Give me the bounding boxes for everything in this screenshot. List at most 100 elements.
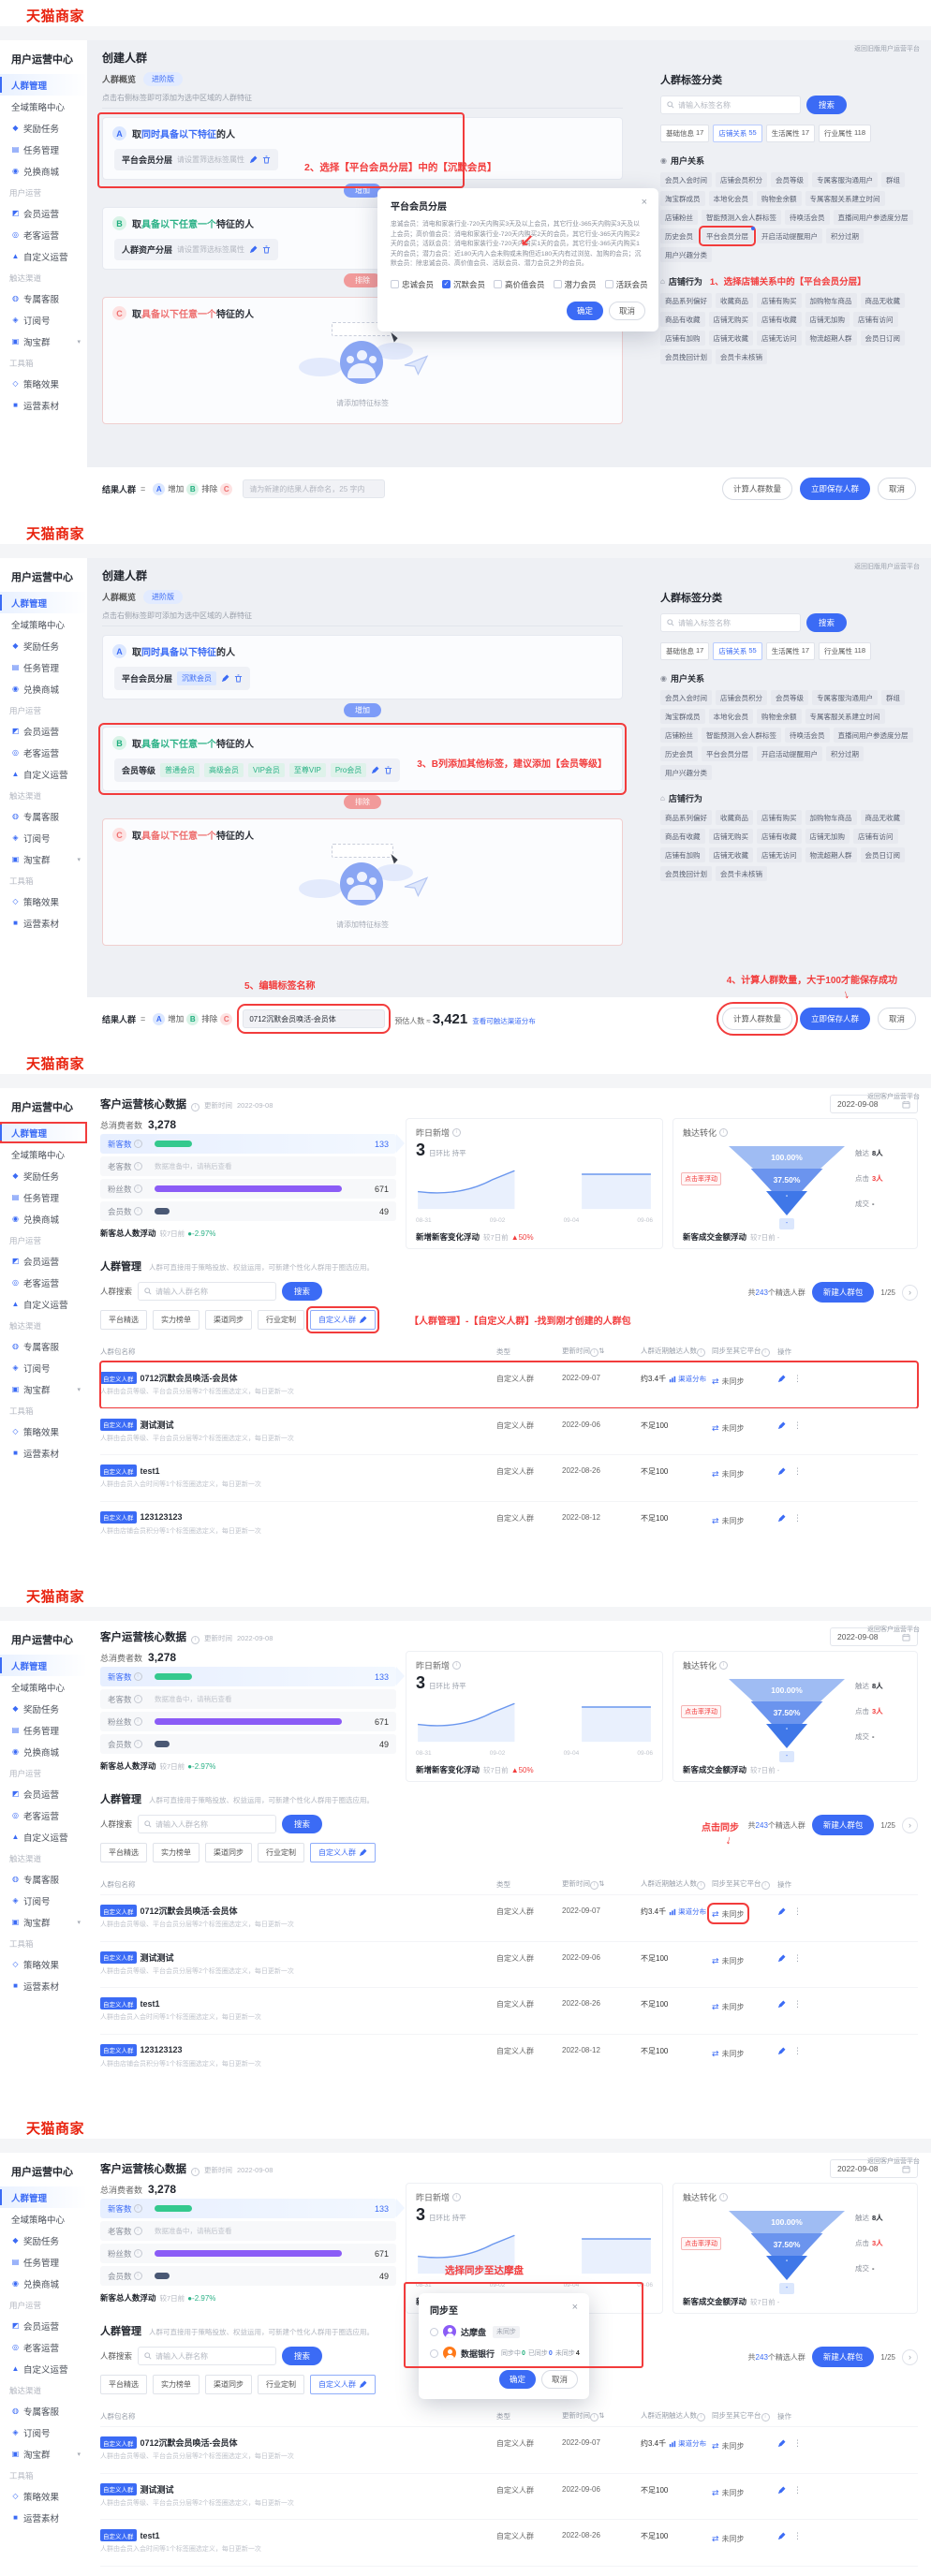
more-icon[interactable]: ⋮ xyxy=(793,1374,802,1383)
tag-item[interactable]: 收藏商品 xyxy=(716,810,753,825)
tag-item[interactable]: 会员挽回计划 xyxy=(660,866,712,881)
crowd-tab-2[interactable]: 渠道同步 xyxy=(205,2375,252,2394)
sidebar-item-3[interactable]: ▤ 任务管理 xyxy=(0,1719,87,1741)
tag-tab-2[interactable]: 生活属性 17 xyxy=(765,642,816,660)
tag-item[interactable]: 待唤活会员 xyxy=(785,728,830,743)
tag-item[interactable]: 会员日订阅 xyxy=(860,331,905,346)
sidebar-item-8[interactable]: ▲ 自定义运营 xyxy=(0,763,87,785)
edit-icon[interactable] xyxy=(777,1907,786,1916)
tag-item[interactable]: 购物金余额 xyxy=(757,191,802,206)
sidebar-item-10[interactable]: ◍ 专属客服 xyxy=(0,2400,87,2421)
checkbox-option-4[interactable]: 活跃会员 xyxy=(604,279,648,290)
tag-tab-3[interactable]: 行业属性 118 xyxy=(819,125,871,142)
sidebar-item-6[interactable]: ◩ 会员运营 xyxy=(0,202,87,224)
metric-row-3[interactable]: 会员数 i 49 xyxy=(100,1201,396,1221)
checkbox-icon[interactable]: ✓ xyxy=(442,280,451,289)
pencil-icon[interactable] xyxy=(249,245,258,254)
sidebar-item-15[interactable]: ■ 运营素材 xyxy=(0,1442,87,1464)
sidebar-item-2[interactable]: ◆ 奖励任务 xyxy=(0,117,87,139)
tag-item[interactable]: 店铺有购买 xyxy=(757,293,802,308)
cancel-button[interactable]: 取消 xyxy=(540,2370,578,2389)
sidebar-item-12[interactable]: ▣ 淘宝群 ▾ xyxy=(0,1911,87,1933)
checkbox-icon[interactable] xyxy=(604,280,613,289)
tag-item[interactable]: 历史会员 xyxy=(660,746,698,761)
metric-row-2[interactable]: 粉丝数 i 671 xyxy=(100,2244,396,2263)
crowd-search-input[interactable]: 请输入人群名称 xyxy=(138,1282,277,1301)
chip-b[interactable]: 人群资产分层 请设置筛选标签属性 xyxy=(114,239,279,260)
sidebar-item-8[interactable]: ▲ 自定义运营 xyxy=(0,1826,87,1847)
tag-item[interactable]: 会员入会时间 xyxy=(660,690,712,705)
calc-crowd-count-button[interactable]: 计算人群数量 xyxy=(716,1002,798,1036)
tag-item[interactable]: 店铺无访问 xyxy=(757,847,802,862)
confirm-button[interactable]: 确定 xyxy=(566,301,603,320)
more-icon[interactable]: ⋮ xyxy=(793,1999,802,2009)
edit-icon[interactable] xyxy=(777,2000,786,2009)
tag-item[interactable]: 会员挽回计划 xyxy=(660,349,712,364)
tag-item[interactable]: 店铺无收藏 xyxy=(708,847,753,862)
tag-search-input[interactable]: 请输入标签名称 xyxy=(660,613,801,632)
tag-item[interactable]: 店铺有访问 xyxy=(853,312,898,327)
sidebar-item-11[interactable]: ◈ 订阅号 xyxy=(0,2421,87,2443)
edit-icon[interactable] xyxy=(777,2532,786,2540)
metric-row-2[interactable]: 粉丝数 i 671 xyxy=(100,1179,396,1199)
tag-item[interactable]: 智能预测入会人群标签 xyxy=(702,728,781,743)
sidebar-item-11[interactable]: ◈ 订阅号 xyxy=(0,1357,87,1378)
sidebar-item-4[interactable]: ◉ 兑换商城 xyxy=(0,2273,87,2294)
tag-tab-2[interactable]: 生活属性 17 xyxy=(765,125,816,142)
crowd-tab-2[interactable]: 渠道同步 xyxy=(205,1310,252,1330)
sidebar-item-14[interactable]: ◇ 策略效果 xyxy=(0,891,87,912)
tag-item[interactable]: 直播间用户参透度分层 xyxy=(833,728,913,743)
more-icon[interactable]: ⋮ xyxy=(793,2531,802,2540)
crowd-search-button[interactable]: 搜索 xyxy=(282,2347,323,2365)
tag-item[interactable]: 积分过期 xyxy=(826,228,864,243)
sidebar-item-6[interactable]: ◩ 会员运营 xyxy=(0,720,87,742)
sidebar-item-12[interactable]: ▣ 淘宝群 ▾ xyxy=(0,331,87,352)
cancel-button[interactable]: 取消 xyxy=(877,1008,916,1030)
tag-search-button[interactable]: 搜索 xyxy=(806,96,848,114)
back-to-old-version-link[interactable]: 返回旧版用户运营平台 xyxy=(854,564,920,570)
sidebar-item-8[interactable]: ▲ 自定义运营 xyxy=(0,2358,87,2379)
crowd-tab-4[interactable]: 自定义人群 xyxy=(310,2375,376,2394)
edit-icon[interactable] xyxy=(777,2439,786,2448)
tag-item[interactable]: 商品无收藏 xyxy=(860,810,905,825)
tab-crowd-overview[interactable]: 人群概览 xyxy=(102,593,137,602)
sidebar-item-10[interactable]: ◍ 专属客服 xyxy=(0,287,87,309)
back-to-platform-link[interactable]: 返回客户运营平台 xyxy=(867,1627,920,1633)
tag-item[interactable]: 专属客服关系建立时间 xyxy=(805,191,885,206)
crowd-tab-1[interactable]: 实力榜单 xyxy=(153,2375,200,2394)
channel-distribution-link[interactable]: 渠道分布 xyxy=(669,1906,706,1917)
tag-item[interactable]: 历史会员 xyxy=(660,228,698,243)
more-icon[interactable]: ⋮ xyxy=(793,2484,802,2495)
tag-search-button[interactable]: 搜索 xyxy=(806,613,848,632)
tag-item[interactable]: 平台会员分层 xyxy=(699,226,756,246)
tag-item[interactable]: 用户兴趣分类 xyxy=(660,247,712,262)
more-icon[interactable]: ⋮ xyxy=(793,1906,802,1916)
tag-tab-1[interactable]: 店铺关系 55 xyxy=(713,125,762,142)
sidebar-item-7[interactable]: ◎ 老客运营 xyxy=(0,2336,87,2358)
close-icon[interactable]: × xyxy=(571,2302,578,2313)
crowd-tab-3[interactable]: 行业定制 xyxy=(258,1310,304,1330)
cancel-button[interactable]: 取消 xyxy=(877,478,916,500)
tag-item[interactable]: 积分过期 xyxy=(826,746,864,761)
sidebar-item-4[interactable]: ◉ 兑换商城 xyxy=(0,1741,87,1762)
sidebar-item-1[interactable]: 全域策略中心 xyxy=(0,1676,87,1698)
tag-item[interactable]: 物流超期人群 xyxy=(805,331,857,346)
sidebar-item-0[interactable]: 人群管理 xyxy=(0,1122,87,1143)
checkbox-option-0[interactable]: 忠诚会员 xyxy=(391,279,434,290)
tag-item[interactable]: 开启活动提醒用户 xyxy=(757,228,822,243)
pagination-next-button[interactable]: › xyxy=(902,2348,918,2365)
channel-distribution-link[interactable]: 渠道分布 xyxy=(669,1374,706,1384)
pencil-icon[interactable] xyxy=(221,674,229,683)
tag-item[interactable]: 会员日订阅 xyxy=(860,847,905,862)
sidebar-item-1[interactable]: 全域策略中心 xyxy=(0,2208,87,2230)
date-picker[interactable]: 2022-09-08 xyxy=(830,2159,918,2178)
sidebar-item-2[interactable]: ◆ 奖励任务 xyxy=(0,2230,87,2251)
crowd-tab-1[interactable]: 实力榜单 xyxy=(153,1310,200,1330)
confirm-button[interactable]: 确定 xyxy=(498,2370,536,2389)
sidebar-item-2[interactable]: ◆ 奖励任务 xyxy=(0,1698,87,1719)
tag-item[interactable]: 会员入会时间 xyxy=(660,172,712,187)
tag-item[interactable]: 店铺无购买 xyxy=(708,312,753,327)
sidebar-item-6[interactable]: ◩ 会员运营 xyxy=(0,2315,87,2336)
tag-item[interactable]: 店铺无收藏 xyxy=(708,331,753,346)
sidebar-item-0[interactable]: 人群管理 xyxy=(0,74,87,96)
